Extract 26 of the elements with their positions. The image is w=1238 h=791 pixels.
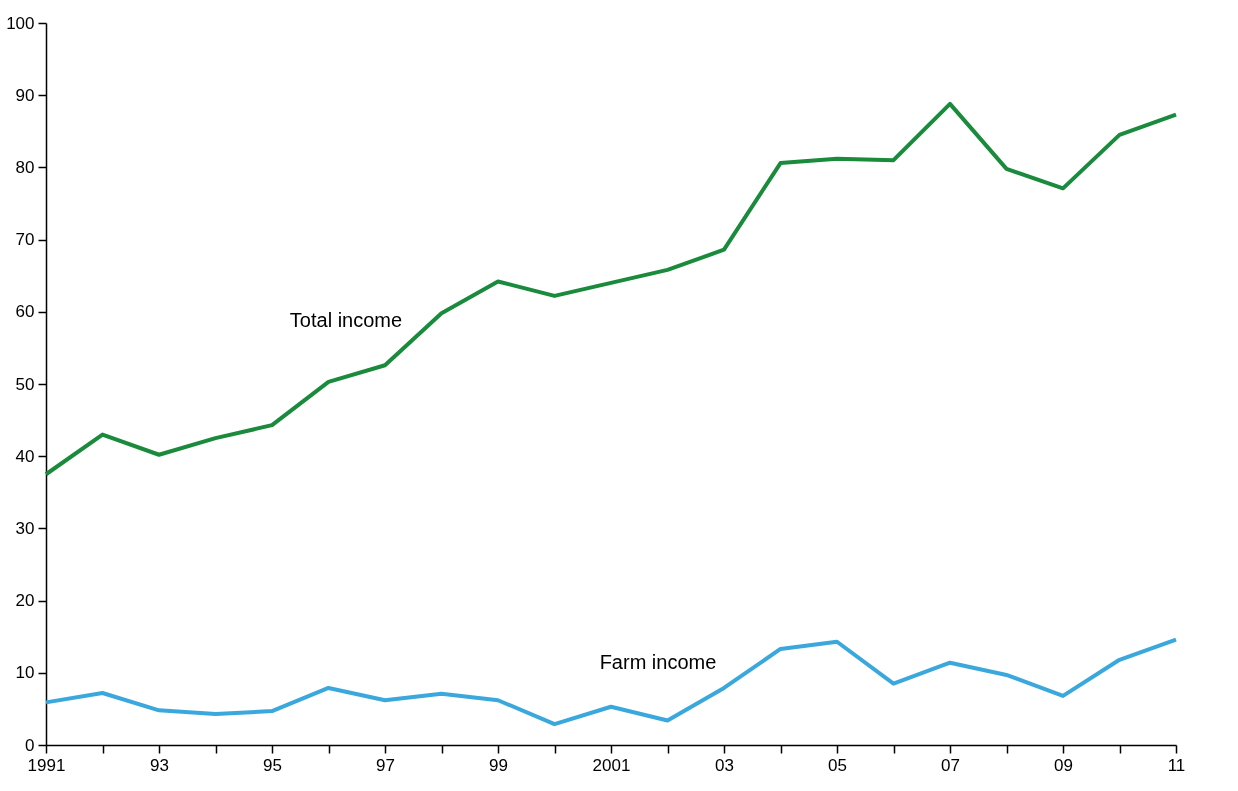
series-label: Total income: [289, 309, 403, 331]
x-tick-label: 1991: [27, 755, 66, 775]
x-tick-label: 05: [828, 755, 847, 775]
y-tick-label: 10: [15, 663, 35, 683]
y-tick-label: 90: [15, 85, 35, 105]
y-tick-label: 80: [15, 157, 35, 177]
y-tick-label: 100: [6, 13, 35, 33]
x-tick-label: 93: [150, 755, 169, 775]
x-tick-label: 11: [1167, 755, 1186, 775]
line-series: [44, 637, 1178, 727]
y-tick-label: 0: [25, 735, 35, 755]
y-tick-label: 70: [15, 230, 35, 250]
x-tick-label: 95: [263, 755, 282, 775]
y-tick-label: 40: [15, 446, 35, 466]
series-label: Farm income: [599, 651, 717, 673]
x-tick-label: 07: [941, 755, 960, 775]
y-tick-label: 50: [15, 374, 35, 394]
x-tick-label: 97: [376, 755, 395, 775]
x-tick-label: 99: [489, 755, 508, 775]
y-tick-label: 60: [15, 302, 35, 322]
x-tick-label: 09: [1054, 755, 1073, 775]
y-tick-label: 30: [15, 518, 35, 538]
y-tick-label: 20: [15, 591, 35, 611]
x-tick-label: 2001: [592, 755, 631, 775]
line-series: [44, 101, 1178, 477]
x-tick-label: 03: [715, 755, 734, 775]
